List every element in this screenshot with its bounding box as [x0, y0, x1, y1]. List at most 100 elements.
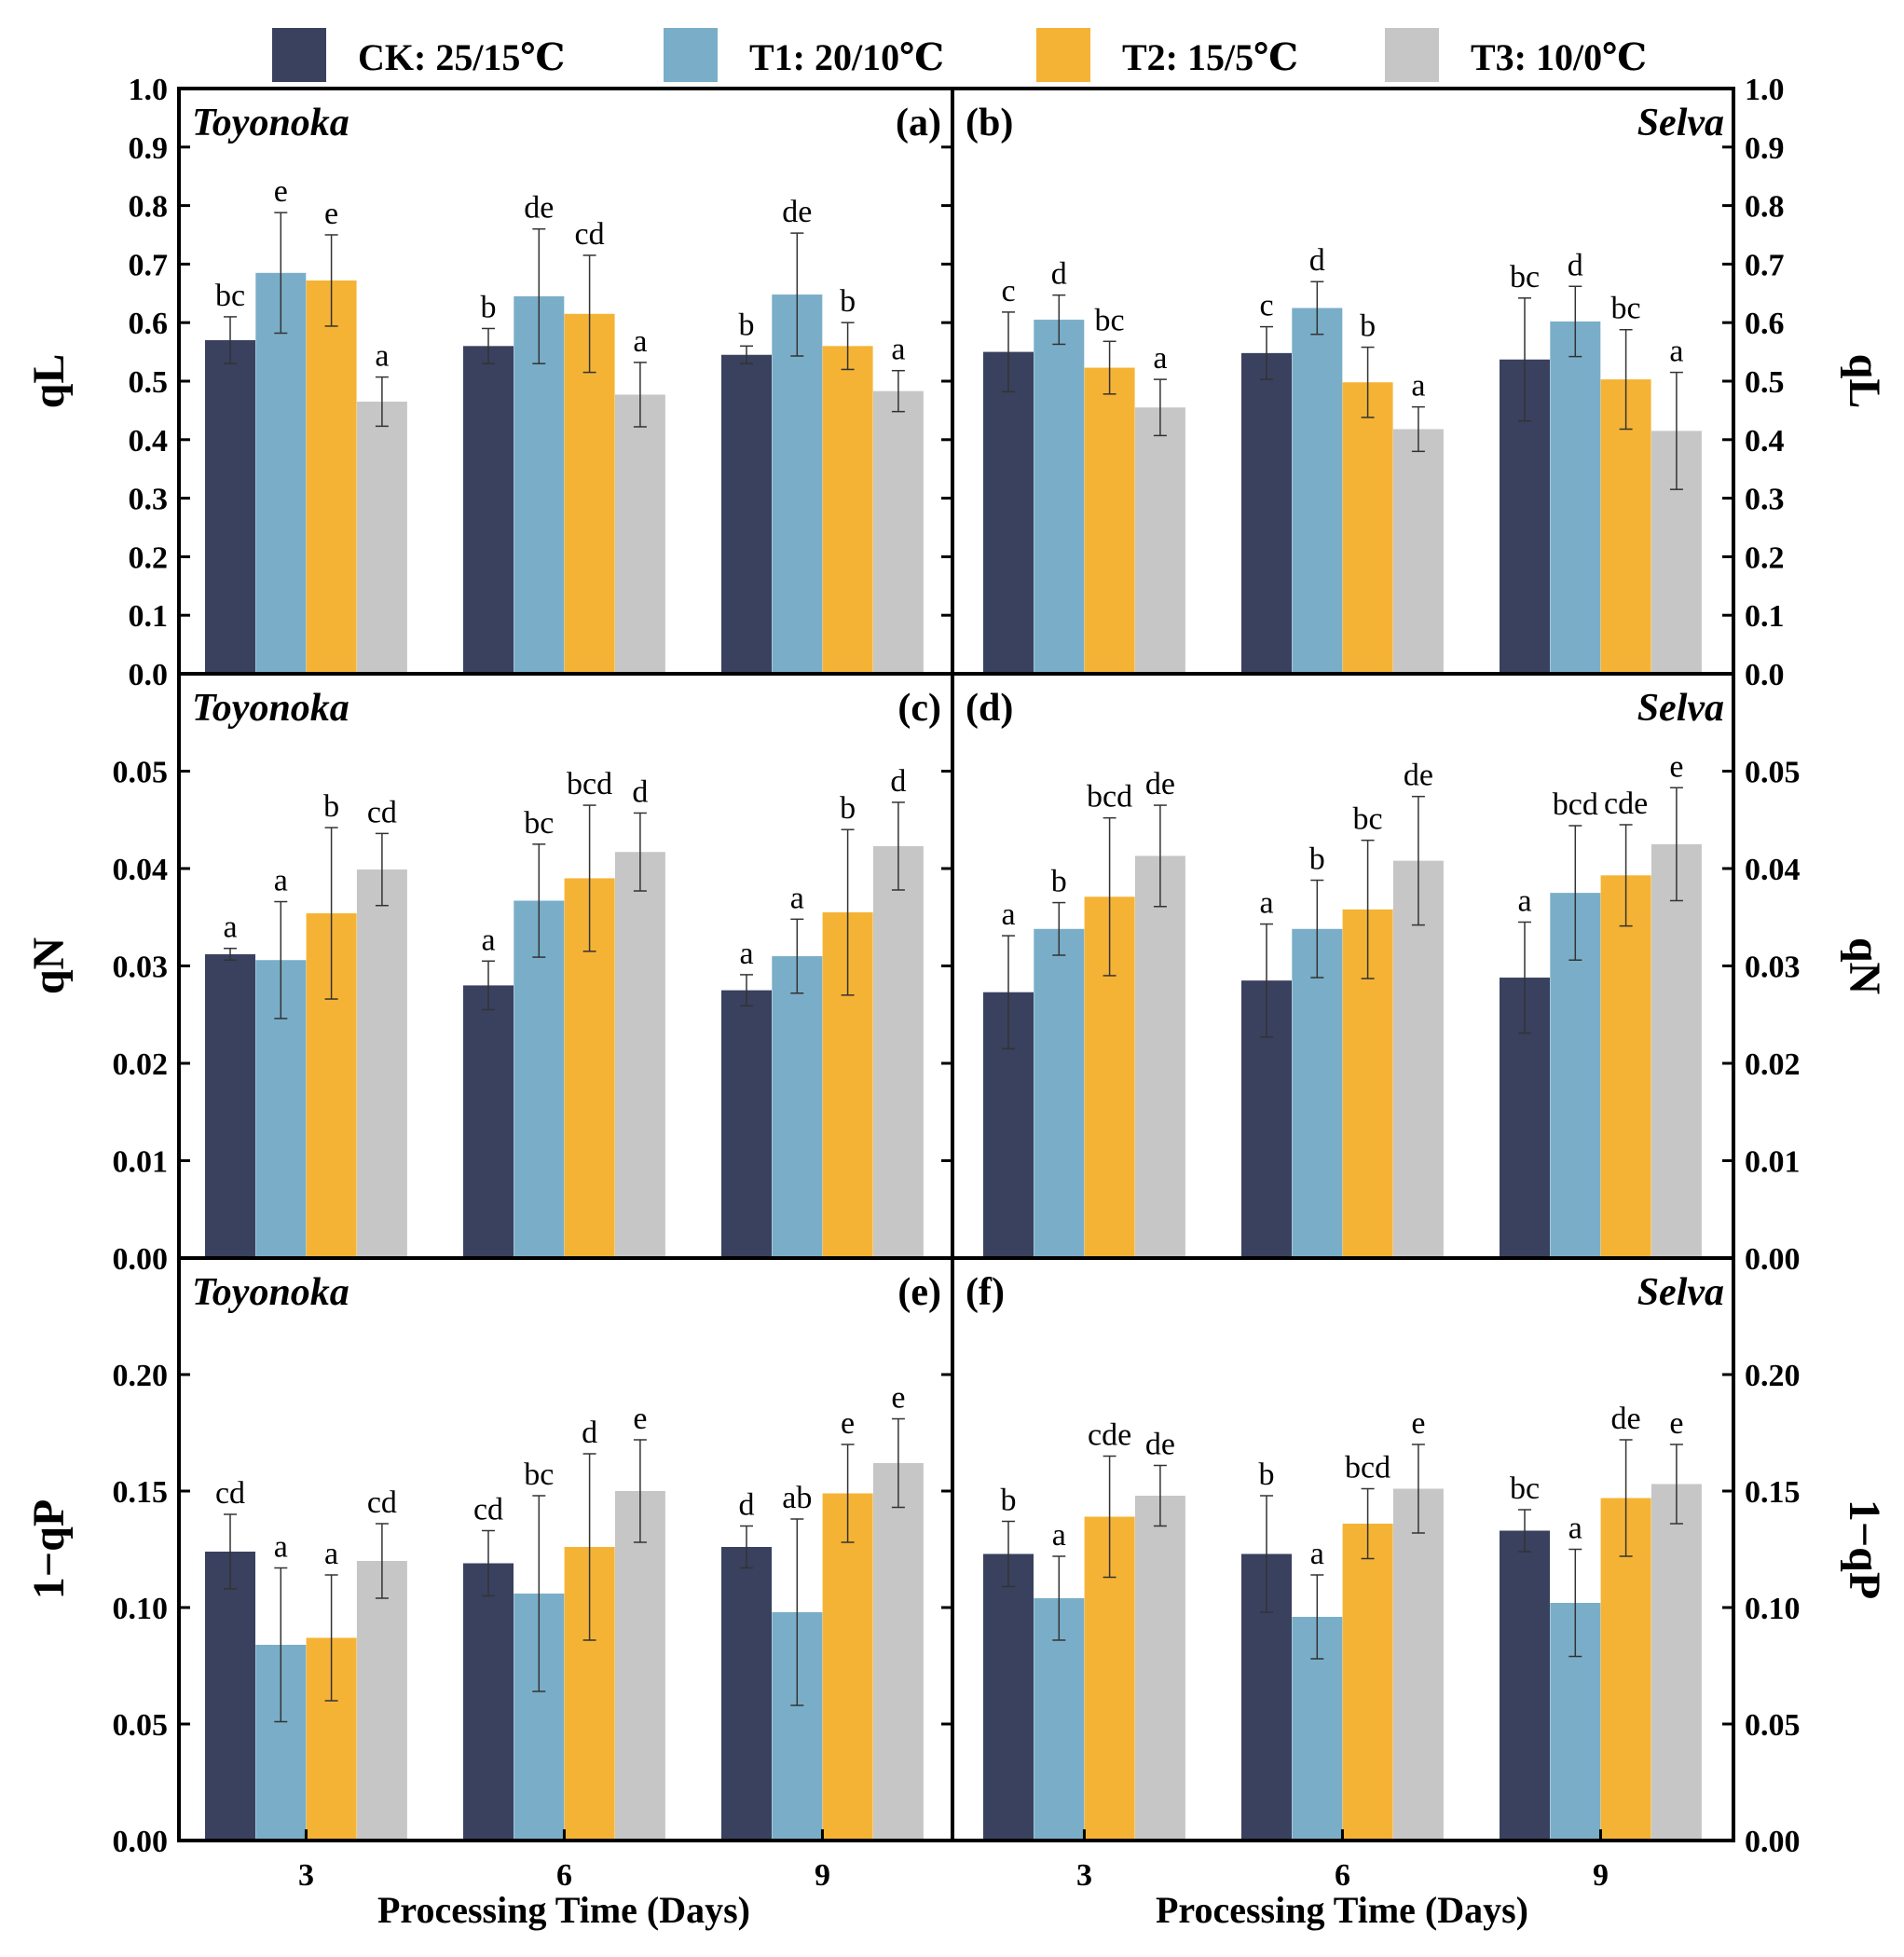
- y-tick-label: 0.03: [1745, 951, 1801, 985]
- significance-letter: e: [274, 174, 288, 209]
- significance-letter: a: [1310, 1537, 1324, 1571]
- bar-ck-day6: [1241, 352, 1292, 674]
- significance-letter: b: [1259, 1457, 1275, 1492]
- significance-letter: a: [1153, 341, 1167, 376]
- bar-t1-day6: [1292, 928, 1343, 1258]
- cultivar-label: Toyonoka: [192, 687, 349, 730]
- significance-letter: cd: [367, 1485, 397, 1520]
- significance-letter: e: [1411, 1406, 1425, 1441]
- y-tick-label: 0.3: [129, 483, 169, 517]
- bar-t2-day3: [306, 280, 357, 674]
- significance-letter: bc: [1510, 1471, 1540, 1506]
- y-tick-label: 0.05: [1745, 1708, 1801, 1743]
- bar-t3-day9: [872, 845, 924, 1258]
- bar-t3-day3: [1134, 1496, 1185, 1841]
- significance-letter: b: [1309, 842, 1325, 877]
- significance-letter: a: [1568, 1512, 1582, 1546]
- y-tick-label: 0.9: [1745, 131, 1785, 166]
- y-tick-label: 0.1: [129, 599, 169, 634]
- bar-ck-day9: [1500, 1530, 1550, 1841]
- bar-ck-day9: [721, 1547, 772, 1841]
- y-tick-label: 0.6: [1745, 307, 1785, 341]
- y-tick-label: 0.05: [1745, 756, 1801, 790]
- significance-letter: de: [1145, 1428, 1175, 1462]
- y-tick-label: 0.7: [1745, 248, 1785, 282]
- panel-label: (b): [966, 102, 1013, 144]
- y-tick-label: 0.4: [129, 424, 169, 458]
- y-tick-label: 0.1: [1745, 599, 1785, 634]
- significance-letter: d: [739, 1488, 755, 1523]
- significance-letter: e: [841, 1406, 855, 1441]
- x-tick-label: 9: [1593, 1858, 1609, 1893]
- y-tick-label: 0.8: [1745, 190, 1785, 225]
- bar-t3-day9: [872, 390, 924, 674]
- significance-letter: cd: [575, 217, 605, 252]
- significance-letter: cd: [473, 1493, 503, 1527]
- x-tick-label: 3: [1076, 1858, 1092, 1893]
- significance-letter: d: [1051, 257, 1067, 292]
- y-tick-label: 0.10: [1745, 1592, 1801, 1626]
- significance-letter: bcd: [567, 767, 612, 801]
- significance-letter: b: [1360, 309, 1376, 344]
- y-tick-label: 0.00: [1745, 1825, 1801, 1859]
- significance-letter: bc: [1353, 802, 1383, 837]
- significance-letter: e: [324, 197, 338, 231]
- legend-swatch-t1: [664, 28, 718, 82]
- x-tick-label: 6: [556, 1858, 572, 1893]
- significance-letter: a: [324, 1537, 338, 1571]
- significance-letter: a: [1259, 886, 1273, 921]
- panel-label: (d): [966, 687, 1013, 730]
- bar-t1-day3: [1034, 320, 1085, 674]
- bar-t3-day6: [614, 1491, 665, 1841]
- bar-t2-day3: [1084, 367, 1135, 674]
- bar-t3-day6: [1392, 429, 1444, 674]
- y-tick-label: 0.02: [113, 1047, 169, 1082]
- significance-letter: d: [1309, 243, 1325, 278]
- significance-letter: e: [633, 1402, 647, 1436]
- bar-t2-day9: [822, 346, 873, 674]
- significance-letter: de: [524, 191, 554, 226]
- x-axis-title-left: Processing Time (Days): [377, 1889, 750, 1931]
- bar-t3-day9: [872, 1463, 924, 1841]
- y-tick-label: 0.00: [113, 1242, 169, 1277]
- bar-ck-day3: [205, 340, 255, 674]
- y-tick-label: 0.20: [1745, 1359, 1801, 1393]
- y-tick-label: 0.10: [113, 1592, 169, 1626]
- y-tick-label: 0.15: [1745, 1475, 1801, 1510]
- y-tick-label: 0.0: [1745, 658, 1785, 692]
- significance-letter: bcd: [1345, 1451, 1390, 1485]
- bar-t1-day3: [1034, 928, 1085, 1258]
- bar-t2-day6: [564, 313, 615, 674]
- cultivar-label: Toyonoka: [192, 102, 349, 144]
- y-tick-label: 0.6: [129, 307, 169, 341]
- y-tick-label: 0.04: [1745, 853, 1801, 887]
- bar-ck-day3: [205, 1552, 255, 1841]
- significance-letter: b: [323, 789, 339, 824]
- bar-t3-day6: [614, 394, 665, 674]
- y-tick-label: 1.0: [1745, 73, 1785, 107]
- y-tick-label: 0.8: [129, 190, 169, 225]
- panel-e: cd cd d a bc ab a d e cd e e 0.00 0.05 0.10 0.15 0.20 1−q…: [24, 1271, 952, 1893]
- y-tick-label: 0.03: [113, 951, 169, 985]
- y-tick-label: 0.15: [113, 1475, 169, 1510]
- y-tick-label: 0.5: [1745, 365, 1785, 400]
- y-axis-title: qL: [1840, 354, 1889, 409]
- y-tick-label: 0.02: [1745, 1047, 1801, 1082]
- y-tick-label: 0.7: [129, 248, 169, 282]
- y-axis-title: 1−qP: [1840, 1499, 1889, 1599]
- panel-d: a a a b b bcd bcd bc cde de de e 0.00 0.01 0.02 0.03 0.0…: [966, 687, 1889, 1277]
- bar-t2-day9: [822, 1493, 873, 1841]
- significance-letter: a: [1669, 335, 1683, 369]
- bar-t3-day6: [1392, 860, 1444, 1258]
- y-tick-label: 0.2: [129, 541, 169, 575]
- significance-letter: cde: [1604, 787, 1648, 821]
- y-axis-title: 1−qP: [24, 1499, 74, 1599]
- significance-letter: de: [1611, 1402, 1641, 1436]
- bar-ck-day6: [463, 985, 514, 1258]
- y-tick-label: 0.00: [1745, 1242, 1801, 1277]
- x-tick-label: 6: [1335, 1858, 1350, 1893]
- significance-letter: bc: [1095, 303, 1125, 337]
